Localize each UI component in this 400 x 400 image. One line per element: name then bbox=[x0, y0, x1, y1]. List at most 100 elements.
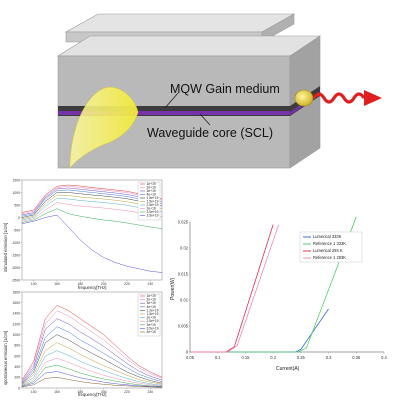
series-line-4 bbox=[21, 326, 163, 384]
y-axis-label: stimulated emission [1/cm] bbox=[3, 223, 8, 272]
legend-label: Reference 1 293K bbox=[313, 255, 346, 260]
y-tick-label: -1500 bbox=[11, 253, 20, 257]
y-tick-label: 1000 bbox=[12, 333, 20, 337]
series-line-4 bbox=[190, 224, 280, 353]
x-tick-label: 0.3 bbox=[326, 355, 332, 360]
y-tick-label: 0.005 bbox=[178, 323, 189, 328]
output-lens bbox=[294, 89, 314, 107]
series-lines bbox=[190, 216, 357, 353]
legend-label: 1.2e+19 bbox=[147, 308, 159, 312]
x-tick-label: 240 bbox=[147, 390, 153, 394]
series-line-9 bbox=[21, 364, 163, 387]
gain-label-pointer bbox=[164, 92, 179, 109]
series-line-10 bbox=[21, 371, 163, 388]
legend-label: 1.5e+19 bbox=[147, 312, 159, 316]
ridge-top-face bbox=[64, 13, 296, 33]
x-axis-label: Current(A) bbox=[276, 366, 300, 372]
stimulated-emission-chart: 1500 1000 500 0 -500 -1000 -1500 -2000 -2500 140… bbox=[3, 178, 163, 290]
x-tick-label: 180 bbox=[77, 390, 83, 394]
legend-label: 2.5e+19 bbox=[147, 203, 159, 207]
y-tick-labels: 1500 1000 500 0 -500 -1000 -1500 -2000 -2500 bbox=[11, 178, 22, 282]
x-tick-label: 140 bbox=[31, 282, 37, 286]
series-line-11 bbox=[21, 377, 163, 388]
y-tick-label: 0.02 bbox=[180, 245, 189, 250]
legend-label: 1.5e+19 bbox=[147, 196, 159, 200]
x-tick-label: 160 bbox=[54, 390, 60, 394]
x-tick-label: 0.05 bbox=[186, 355, 195, 360]
y-tick-label: 200 bbox=[14, 376, 20, 380]
legend-label: 1.5e+19 bbox=[147, 200, 159, 204]
series-line-1 bbox=[190, 308, 329, 353]
y-axis-label: Power(W) bbox=[170, 277, 176, 300]
series-line-1 bbox=[21, 305, 163, 381]
series-lines bbox=[21, 305, 163, 388]
legend-box bbox=[137, 181, 161, 221]
series-line-6 bbox=[21, 342, 163, 385]
y-tick-label: 1500 bbox=[12, 178, 20, 182]
spontaneous-emission-chart: 1800 1600 1400 1200 1000 800 600 400 200 0 140 160… bbox=[3, 290, 163, 397]
x-axis-label: frequency[THz] bbox=[78, 392, 106, 397]
series-line-2 bbox=[21, 310, 163, 382]
legend-label: 2e+19 bbox=[147, 316, 156, 320]
y-tick-label: 0.025 bbox=[178, 219, 189, 224]
legend-box bbox=[137, 293, 161, 337]
y-tick-label: 0.01 bbox=[180, 297, 189, 302]
y-tick-label: 600 bbox=[14, 354, 20, 358]
legend-label: 3.5e+19 bbox=[147, 326, 159, 330]
x-tick-label: 240 bbox=[147, 282, 153, 286]
legend-label: 3e+19 bbox=[147, 301, 156, 305]
legend-label: 1e+19 bbox=[147, 294, 156, 298]
slab-top-face bbox=[56, 35, 321, 57]
legend-entries: 1e+192e+193e+194e+191.5e+191.5e+192.5e+1… bbox=[140, 182, 159, 218]
x-tick-label: 0.25 bbox=[297, 355, 306, 360]
x-tick-label: 0.15 bbox=[241, 355, 250, 360]
x-tick-label: 0.1 bbox=[215, 355, 221, 360]
legend-label: 1e+19 bbox=[147, 182, 156, 186]
y-tick-label: 0 bbox=[18, 216, 20, 220]
output-arrow-head bbox=[364, 90, 382, 106]
legend-entries: Lumerical 333K Reference 1 333K Lumerical … bbox=[303, 234, 346, 260]
waveguide-core-label: Waveguide core (SCL) bbox=[147, 126, 273, 140]
y-tick-labels: 0.025 0.02 0.015 0.01 0.005 0 bbox=[178, 219, 190, 354]
y-tick-label: -2500 bbox=[11, 278, 20, 282]
legend-label: 2e+19 bbox=[147, 186, 156, 190]
x-tick-label: 220 bbox=[124, 390, 130, 394]
x-tick-labels: 140 160 180 200 220 240 bbox=[31, 280, 153, 286]
series-line-10 bbox=[21, 214, 163, 273]
y-tick-label: 500 bbox=[14, 203, 20, 207]
legend-entries: 1e+192e+193e+194e+191.2e+191.5e+192e+192… bbox=[140, 294, 159, 334]
x-tick-label: 140 bbox=[31, 390, 37, 394]
y-tick-label: 1400 bbox=[12, 312, 20, 316]
legend-label: 4e+19 bbox=[147, 305, 156, 309]
x-tick-label: 220 bbox=[124, 282, 130, 286]
series-line-5 bbox=[21, 334, 163, 384]
legend-label: 3e+19 bbox=[147, 323, 156, 327]
series-line-3 bbox=[21, 318, 163, 383]
y-tick-label: 1200 bbox=[12, 322, 20, 326]
y-tick-labels: 1800 1600 1400 1200 1000 800 600 400 200 0 bbox=[12, 290, 22, 390]
laser-diagram: MQW Gain medium Waveguide core (SCL) bbox=[56, 13, 382, 169]
legend-label: 3.5e+19 bbox=[147, 210, 159, 214]
y-tick-label: 0.015 bbox=[178, 271, 189, 276]
series-line-8 bbox=[21, 357, 163, 387]
legend-label: 2e+19 bbox=[147, 298, 156, 302]
x-tick-label: 0.35 bbox=[352, 355, 361, 360]
x-tick-label: 180 bbox=[77, 282, 83, 286]
legend-label: Reference 1 333K bbox=[313, 241, 346, 246]
plot-frame bbox=[21, 291, 163, 389]
legend-label: 3e+19 bbox=[147, 189, 156, 193]
x-tick-label: 160 bbox=[54, 282, 60, 286]
series-line-3 bbox=[190, 224, 274, 353]
x-axis-label: frequency[THz] bbox=[78, 285, 106, 290]
legend-label: Lumerical 293 K bbox=[313, 248, 343, 253]
legend-label: 4e+19 bbox=[147, 330, 156, 334]
x-tick-labels: 140 160 180 200 220 240 bbox=[31, 388, 153, 394]
legend-label: 2.5e+19 bbox=[147, 319, 159, 323]
y-tick-label: -500 bbox=[13, 228, 20, 232]
waveguide-core-band bbox=[58, 111, 290, 115]
legend-label: 2e+19 bbox=[147, 207, 156, 211]
legend-label: Lumerical 333K bbox=[313, 234, 342, 239]
y-tick-label: 1800 bbox=[12, 290, 20, 294]
